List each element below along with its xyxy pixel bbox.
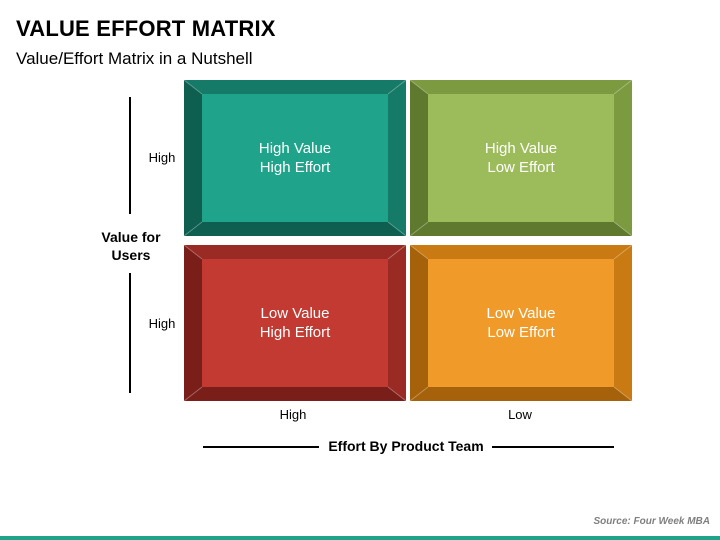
quadrant-corner-line (613, 80, 632, 95)
quadrant-face (202, 94, 388, 222)
quadrant-corner-line (387, 245, 406, 260)
quadrant-bevel-bottom (184, 387, 406, 401)
footer-accent-bar (0, 536, 720, 540)
quadrant-bevel-top (184, 245, 406, 259)
quadrant-bevel-left (184, 245, 202, 401)
quadrant-corner-line (184, 80, 203, 95)
quadrant-label: High Value Low Effort (428, 94, 614, 222)
quadrant-bevel-bottom (410, 222, 632, 236)
quadrant-corner-line (184, 245, 203, 260)
quadrant-frame (184, 245, 406, 401)
quadrant-corner-line (613, 245, 632, 260)
y-axis-line-top (129, 97, 131, 214)
quadrant-bevel-left (184, 80, 202, 236)
quadrant-label-line2: High Effort (259, 324, 331, 341)
quadrant-label: Low Value High Effort (202, 259, 388, 387)
quadrant-face (428, 259, 614, 387)
quadrant-bevel-left (410, 245, 428, 401)
page-subtitle: Value/Effort Matrix in a Nutshell (16, 49, 253, 68)
quadrant-label-line2: High Effort (259, 159, 331, 176)
quadrant-corner-line (410, 80, 429, 95)
quadrant-corner-line (387, 80, 406, 95)
quadrant-corner-line (387, 221, 406, 236)
y-tick-top: High (148, 150, 176, 165)
quadrant-bevel-right (614, 80, 632, 236)
y-axis-line-bottom (129, 273, 131, 393)
quadrant-high-value-low-effort: High Value Low Effort (410, 80, 632, 236)
quadrant-high-value-high-effort: High Value High Effort (184, 80, 406, 236)
x-axis-line-right (492, 446, 614, 448)
quadrant-label-line1: Low Value (260, 305, 330, 322)
quadrant-bevel-right (614, 245, 632, 401)
y-axis-title-line1: Value for (101, 229, 161, 245)
quadrant-corner-line (613, 221, 632, 236)
x-axis-title: Effort By Product Team (328, 438, 484, 454)
quadrant-frame (410, 80, 632, 236)
quadrant-label: High Value High Effort (202, 94, 388, 222)
quadrant-label-line1: High Value (258, 140, 332, 157)
quadrant-frame (184, 80, 406, 236)
quadrant-bevel-top (410, 245, 632, 259)
quadrant-corner-line (613, 386, 632, 401)
quadrant-bevel-right (388, 245, 406, 401)
quadrant-bevel-top (410, 80, 632, 94)
source-note: Source: Four Week MBA (593, 516, 711, 527)
y-axis-title: Value for Users (91, 228, 171, 264)
page-title: VALUE EFFORT MATRIX (16, 16, 276, 41)
quadrant-corner-line (410, 386, 429, 401)
quadrant-low-value-low-effort: Low Value Low Effort (410, 245, 632, 401)
quadrant-bevel-left (410, 80, 428, 236)
quadrant-frame (410, 245, 632, 401)
y-axis-title-line2: Users (111, 247, 151, 263)
quadrant-bevel-top (184, 80, 406, 94)
quadrant-label-line1: Low Value (486, 305, 556, 322)
quadrant-label-line1: High Value (484, 140, 558, 157)
quadrant-bevel-bottom (184, 222, 406, 236)
quadrant-corner-line (387, 386, 406, 401)
quadrant-corner-line (184, 386, 203, 401)
quadrant-face (428, 94, 614, 222)
quadrant-label: Low Value Low Effort (428, 259, 614, 387)
x-tick-right: Low (508, 407, 532, 422)
quadrant-face (202, 259, 388, 387)
quadrant-corner-line (184, 221, 203, 236)
quadrant-corner-line (410, 221, 429, 236)
quadrant-label-line2: Low Effort (487, 324, 555, 341)
quadrant-bevel-right (388, 80, 406, 236)
quadrant-low-value-high-effort: Low Value High Effort (184, 245, 406, 401)
x-axis-line-left (203, 446, 319, 448)
quadrant-corner-line (410, 245, 429, 260)
y-tick-bottom: High (148, 316, 176, 331)
x-tick-left: High (279, 407, 307, 422)
quadrant-label-line2: Low Effort (487, 159, 555, 176)
quadrant-bevel-bottom (410, 387, 632, 401)
